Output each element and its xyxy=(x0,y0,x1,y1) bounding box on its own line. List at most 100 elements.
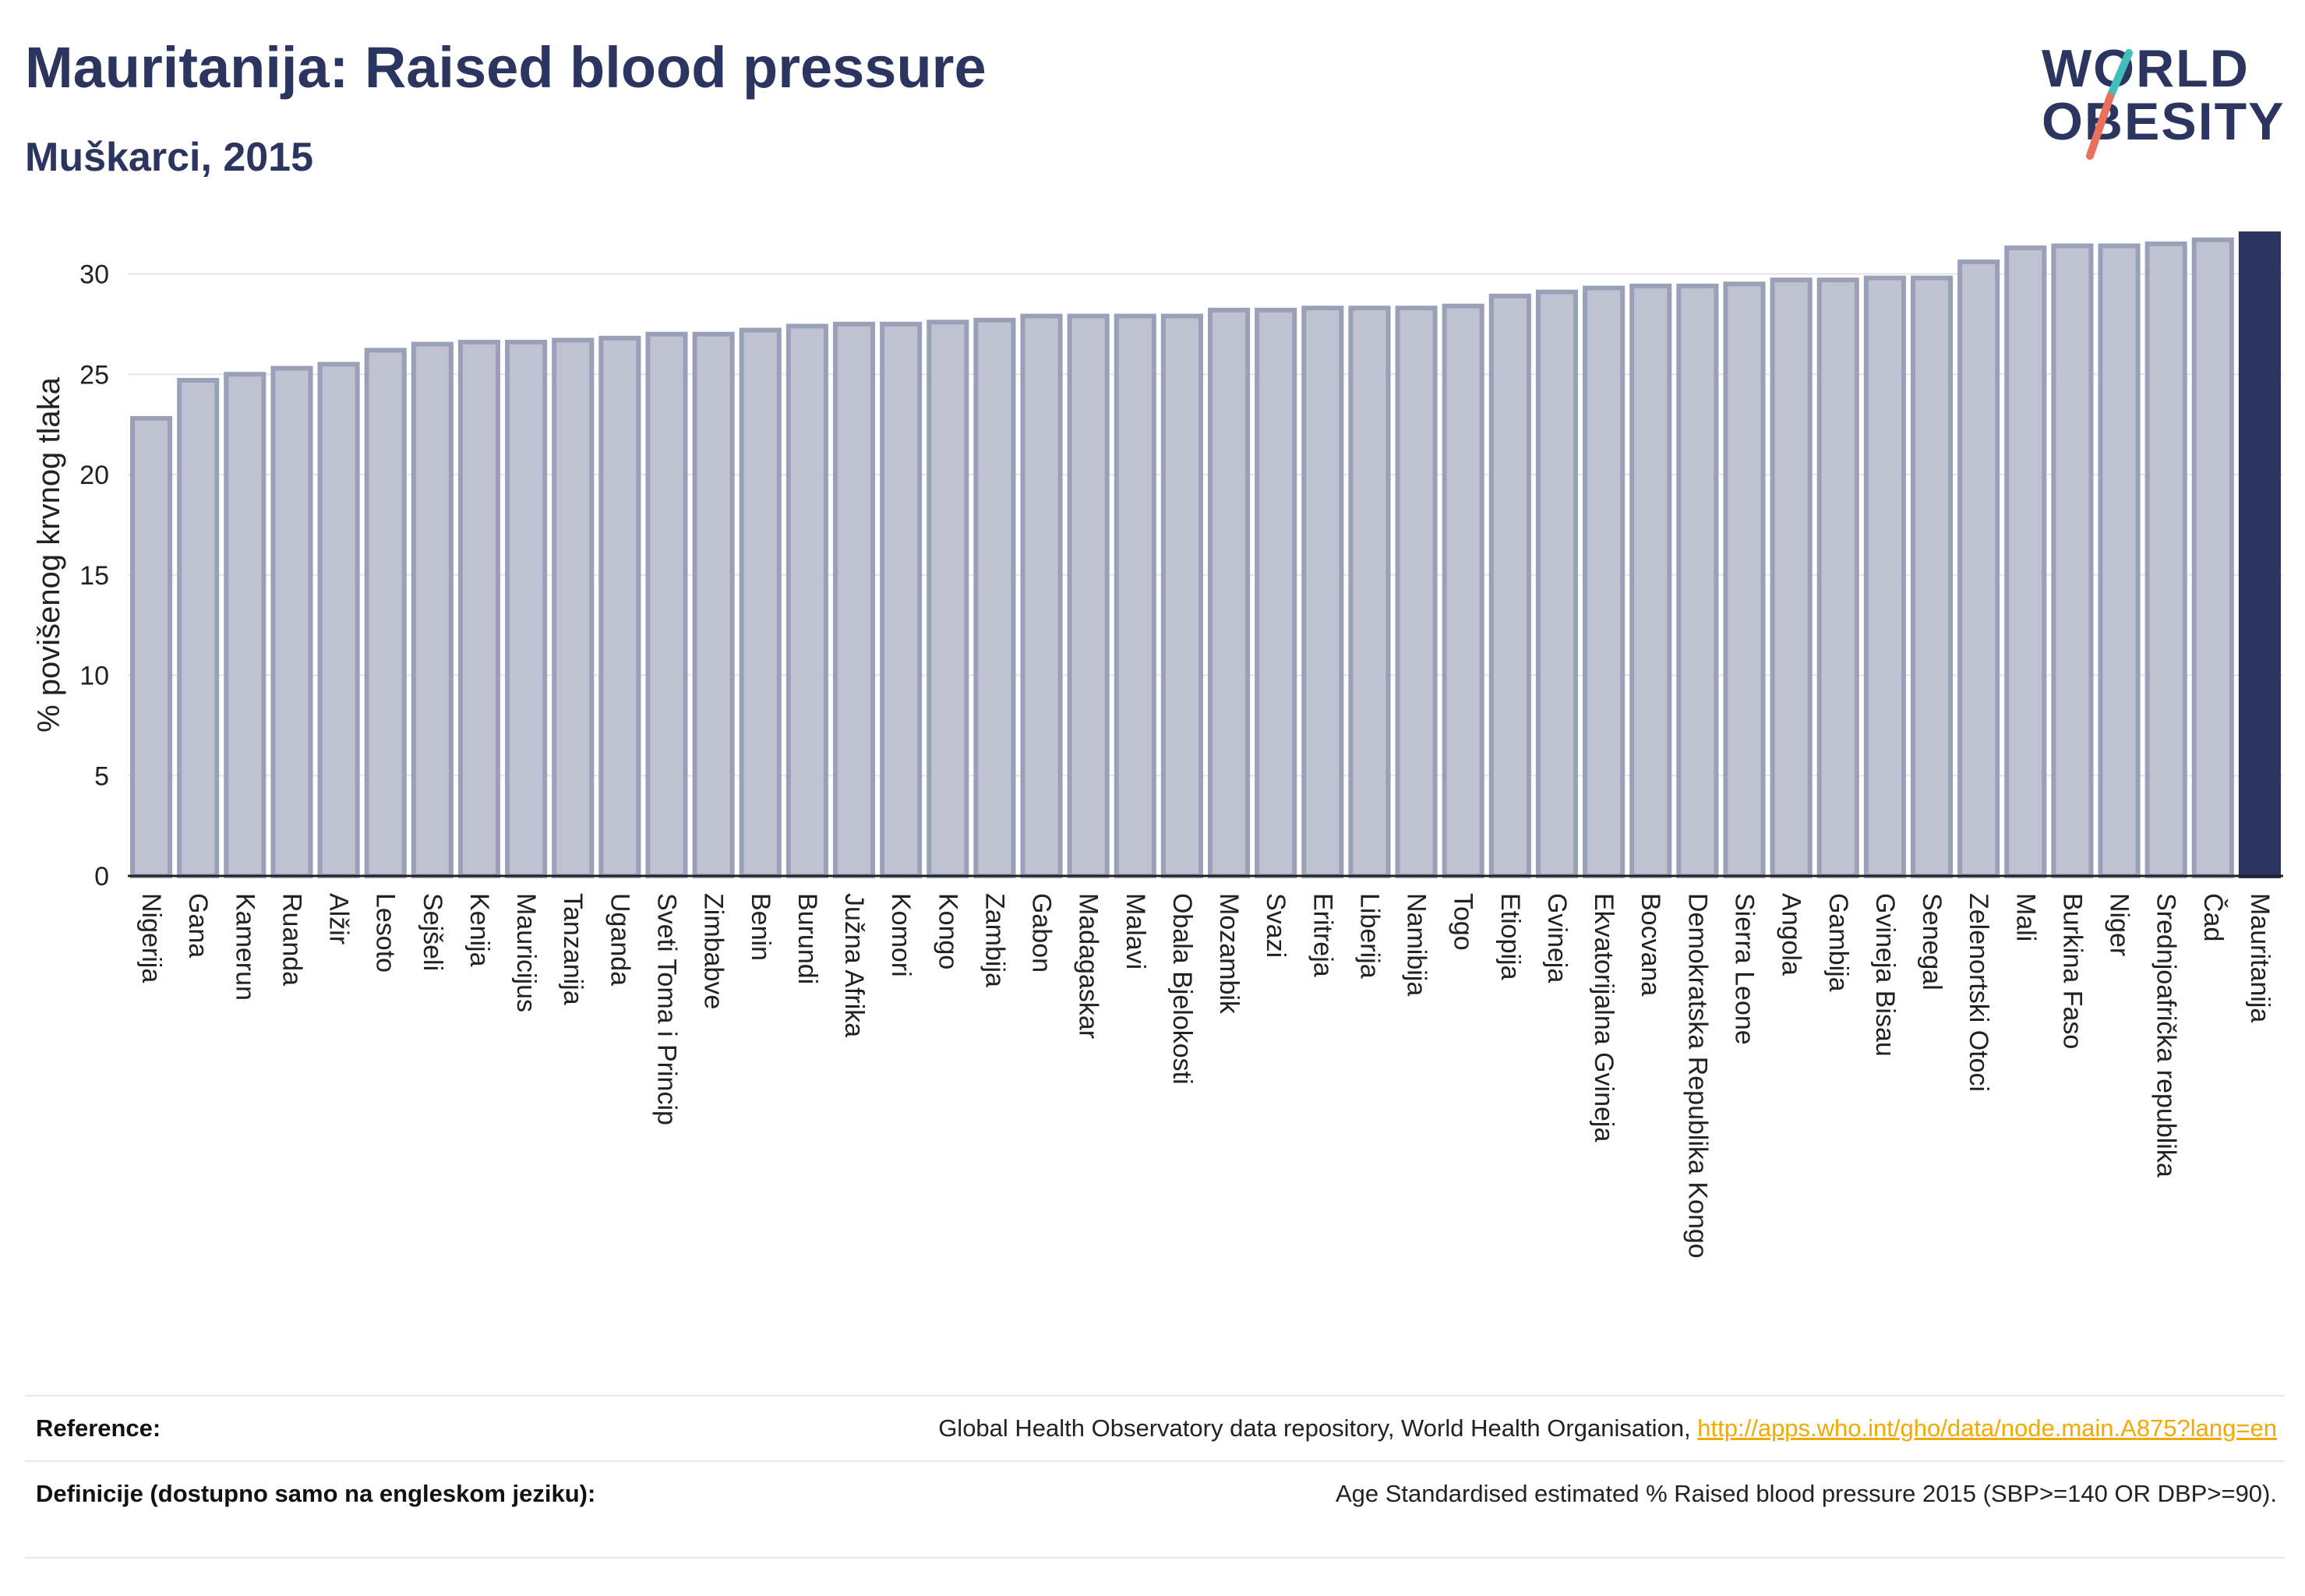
bar xyxy=(317,362,360,878)
definition-row: Definicije (dostupno samo na engleskom j… xyxy=(25,1462,2285,1559)
x-category-label: Malavi xyxy=(1121,893,1150,969)
bar xyxy=(2098,243,2141,878)
y-tick-label: 5 xyxy=(94,761,109,791)
footer-table: Reference: Global Health Observatory dat… xyxy=(25,1395,2285,1559)
bar xyxy=(1676,283,1719,878)
x-category-label: Togo xyxy=(1449,893,1478,951)
bar xyxy=(1629,283,1672,878)
x-category-label: Zimbabve xyxy=(699,893,729,1009)
bar xyxy=(1723,281,1766,878)
definition-label: Definicije (dostupno samo na engleskom j… xyxy=(36,1480,596,1507)
bar xyxy=(364,348,407,879)
bar xyxy=(1863,275,1906,878)
x-category-label: Eritreja xyxy=(1308,893,1337,977)
x-category-label: Čad xyxy=(2198,893,2228,941)
bar xyxy=(880,321,923,878)
bar xyxy=(927,320,969,878)
x-category-label: Alžir xyxy=(324,893,354,945)
x-category-label: Gabon xyxy=(1027,893,1057,973)
x-category-label: Mozambik xyxy=(1214,893,1244,1015)
bar xyxy=(2004,245,2047,878)
x-category-label: Gvineja xyxy=(1542,893,1572,983)
bar xyxy=(1020,313,1063,878)
reference-text: Global Health Observatory data repositor… xyxy=(938,1414,1698,1442)
x-category-label: Zelenortski Otoci xyxy=(1964,893,1993,1092)
bar xyxy=(1255,307,1297,879)
bars xyxy=(130,231,2281,879)
bar xyxy=(598,335,641,878)
bar xyxy=(973,317,1016,879)
bar xyxy=(1770,277,1813,879)
logo-line-2: OBESITY xyxy=(2042,92,2286,151)
x-category-label: Mauricijus xyxy=(511,893,541,1012)
x-category-label: Gana xyxy=(183,893,213,958)
page-title: Mauritanija: Raised blood pressure xyxy=(25,35,987,100)
bar-chart: 0 5 10 15 20 25 30 Nigerija Gana Kamerun Ruanda Al… xyxy=(32,231,2283,1259)
x-category-label: Ruanda xyxy=(277,893,306,986)
bar xyxy=(1160,313,1203,878)
bar xyxy=(1067,313,1110,878)
x-category-label: Burkina Faso xyxy=(2057,893,2087,1049)
reference-link[interactable]: http://apps.who.int/gho/data/node.main.A… xyxy=(1697,1414,2277,1442)
world-obesity-logo: WORLD OBESITY xyxy=(2035,39,2293,164)
x-category-label: Lesoto xyxy=(371,893,401,973)
x-category-label: Demokratska Republika Kongo xyxy=(1682,893,1712,1259)
bar xyxy=(552,337,595,879)
y-tick-label: 10 xyxy=(79,662,109,691)
x-category-label: Mali xyxy=(2010,893,2040,941)
x-category-label: Svazi xyxy=(1261,893,1290,958)
logo-slash-icon xyxy=(2086,49,2133,160)
x-category-label: Sveti Toma i Princip xyxy=(652,893,682,1125)
bar xyxy=(2144,241,2187,878)
bar xyxy=(1488,293,1531,878)
x-category-label: Burundi xyxy=(792,893,822,984)
bar xyxy=(1816,277,1859,879)
bar xyxy=(1114,313,1156,878)
x-category-label: Zambija xyxy=(980,893,1009,987)
page-subtitle: Muškarci, 2015 xyxy=(25,135,314,180)
x-category-label: Madagaskar xyxy=(1074,893,1103,1039)
bar xyxy=(739,327,782,879)
x-category-label: Namibija xyxy=(1402,893,1431,996)
bar xyxy=(457,340,501,878)
y-tick-label: 25 xyxy=(79,360,109,390)
x-category-label: Uganda xyxy=(605,893,634,986)
bar xyxy=(832,321,876,878)
bar xyxy=(1442,303,1484,878)
x-category-label: Etiopija xyxy=(1495,893,1525,980)
y-axis-title: % povišenog krvnog tlaka xyxy=(32,376,66,733)
x-category-label: Benin xyxy=(746,893,775,961)
x-category-label: Sejšeli xyxy=(418,893,447,971)
bar xyxy=(224,372,267,878)
bar xyxy=(1348,305,1391,878)
x-category-label: Južna Afrika xyxy=(839,893,869,1037)
y-tick-label: 20 xyxy=(79,461,109,490)
x-category-label: Kongo xyxy=(933,893,962,969)
x-category-label: Gambija xyxy=(1823,893,1853,992)
bar xyxy=(1301,305,1344,878)
bar xyxy=(1535,289,1579,878)
bar xyxy=(1957,260,2000,878)
x-category-label: Senegal xyxy=(1917,893,1947,990)
reference-row: Reference: Global Health Observatory dat… xyxy=(25,1396,2285,1462)
bar xyxy=(2051,243,2094,878)
logo-line-1: WORLD xyxy=(2042,39,2250,98)
bar xyxy=(411,341,454,878)
x-category-label: Tanzanija xyxy=(558,893,588,1005)
definition-value: Age Standardised estimated % Raised bloo… xyxy=(1335,1480,2277,1507)
x-category-labels: Nigerija Gana Kamerun Ruanda Alžir Lesoto Sejš… xyxy=(136,893,2275,1259)
bar xyxy=(1395,305,1438,878)
bar xyxy=(2238,231,2281,878)
y-tick-label: 0 xyxy=(94,862,109,892)
x-category-label: Niger xyxy=(2105,893,2134,956)
x-category-label: Ekvatorijalna Gvineja xyxy=(1589,893,1618,1142)
reference-label: Reference: xyxy=(36,1414,161,1442)
x-category-label: Sierra Leone xyxy=(1730,893,1760,1045)
y-tick-label: 15 xyxy=(79,561,109,591)
x-category-label: Nigerija xyxy=(136,893,166,983)
bar xyxy=(645,331,688,878)
reference-value: Global Health Observatory data repositor… xyxy=(938,1412,2277,1445)
x-category-label: Bocvana xyxy=(1636,893,1665,996)
x-category-label: Kamerun xyxy=(230,893,259,1001)
bar xyxy=(1208,307,1251,879)
